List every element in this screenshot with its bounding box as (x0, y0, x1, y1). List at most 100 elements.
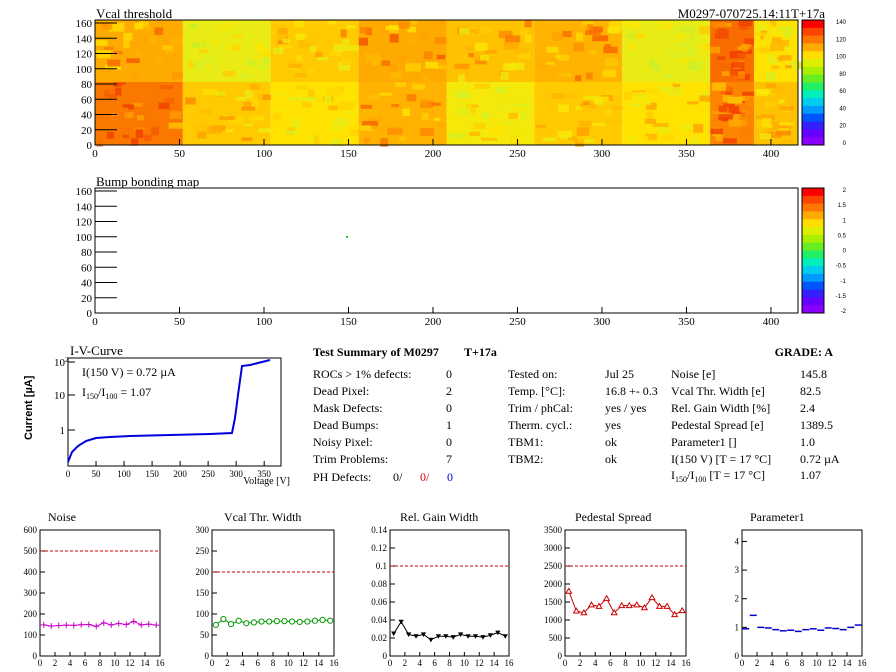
roc-noise (380, 138, 388, 147)
roc-noise (769, 20, 777, 27)
chart-series-line (568, 591, 683, 616)
chart-y-tick-label: 0 (205, 651, 210, 661)
roc-noise (718, 113, 734, 121)
roc-noise (719, 56, 728, 66)
summary-parameters-column: Noise [e] 145.8 Vcal Thr. Width [e] 82.5 Rel… (671, 367, 840, 466)
roc-noise (407, 26, 416, 33)
roc-noise (331, 123, 342, 131)
roc-noise (295, 54, 303, 62)
roc-noise (389, 33, 399, 43)
roc-noise (308, 107, 315, 112)
roc-noise (473, 52, 484, 61)
roc-noise (405, 39, 419, 43)
roc-noise (552, 32, 563, 41)
roc-noise (490, 126, 507, 135)
x-tick-label: 400 (763, 316, 780, 328)
scale-band (802, 35, 824, 44)
roc-noise (326, 87, 343, 96)
data-point (288, 618, 296, 625)
summary-label: Parameter1 [] (671, 435, 737, 449)
roc-noise (122, 104, 135, 110)
scale-band (802, 211, 824, 220)
roc-noise (757, 23, 772, 33)
chart-y-tick-label: 0.06 (371, 597, 387, 607)
summary-tag: T+17a (464, 345, 497, 359)
chart-x-tick-label: 16 (330, 658, 340, 668)
roc-noise (712, 82, 727, 91)
chart-y-tick-label: 3 (735, 565, 740, 575)
roc-noise (384, 97, 395, 101)
chart-frame (564, 529, 687, 657)
roc-noise (581, 104, 597, 112)
chart-y-tick-label: 500 (24, 546, 38, 556)
y-tick-label: 0 (87, 308, 93, 320)
roc-noise (643, 101, 651, 106)
roc-noise (258, 64, 269, 69)
roc-noise (236, 96, 248, 101)
roc-noise (710, 128, 723, 135)
data-point (391, 631, 397, 637)
x-tick-label: 50 (174, 148, 186, 160)
roc-noise (219, 116, 235, 120)
roc-noise (395, 82, 407, 88)
roc-noise (520, 111, 527, 120)
data-point (595, 602, 603, 609)
roc-noise (562, 30, 572, 38)
roc-noise (252, 114, 265, 118)
y-tick-label: 120 (76, 49, 93, 61)
scale-band (802, 242, 824, 251)
roc-noise (331, 138, 343, 146)
data-point (115, 620, 122, 627)
data-point (304, 618, 311, 625)
summary-label: Dead Bumps: (313, 418, 379, 432)
roc-noise (686, 61, 703, 71)
roc-noise (755, 120, 768, 130)
roc-noise (469, 28, 478, 34)
x-tick-label: 350 (678, 148, 695, 160)
bump-bonding-map: Bump bonding map 0 50 100 150 200 250 300 350 40… (76, 174, 847, 328)
chart-y-tick-label: 3500 (544, 525, 563, 535)
summary-value: 82.5 (800, 384, 821, 398)
chart-x-tick-label: 8 (271, 658, 276, 668)
roc-noise (218, 24, 234, 31)
roc-noise (214, 66, 223, 72)
roc-noise (239, 73, 252, 79)
roc-noise (473, 122, 486, 130)
roc-noise (431, 102, 441, 106)
data-point (428, 637, 434, 643)
chart-y-tick-label: 0.12 (371, 543, 387, 553)
roc-noise (277, 108, 286, 112)
roc-noise (738, 20, 753, 27)
iv-curve-line (67, 359, 271, 463)
chart-y-tick-label: 500 (549, 633, 563, 643)
x-tick-label: 300 (594, 316, 611, 328)
roc-noise (633, 33, 645, 39)
roc-noise (554, 54, 563, 58)
scale-band (802, 105, 824, 115)
roc-noise (739, 26, 749, 30)
roc-noise (503, 63, 517, 71)
chart-y-tick-label: 0.02 (371, 633, 387, 643)
scale-label: 100 (836, 55, 847, 61)
roc-noise (435, 64, 452, 70)
x-tick-label: 200 (425, 148, 442, 160)
chart-x-tick-label: 12 (126, 658, 135, 668)
ph-defects-value-2: 0/ (420, 470, 430, 484)
data-point (405, 632, 412, 637)
y-tick-label: 80 (81, 79, 93, 91)
data-point (648, 593, 656, 601)
roc-noise (103, 46, 114, 50)
y-tick-label: 20 (81, 293, 93, 305)
data-point (625, 601, 633, 609)
roc-noise (302, 101, 312, 108)
roc-noise (245, 59, 255, 67)
roc-noise (282, 38, 290, 44)
roc-noise (777, 124, 792, 129)
roc-noise (699, 95, 711, 102)
roc-noise (402, 108, 411, 116)
roc-noise (334, 117, 349, 127)
roc-noise (185, 112, 198, 116)
roc-noise (159, 85, 174, 89)
roc-noise (474, 42, 488, 51)
roc-noise (652, 64, 662, 73)
